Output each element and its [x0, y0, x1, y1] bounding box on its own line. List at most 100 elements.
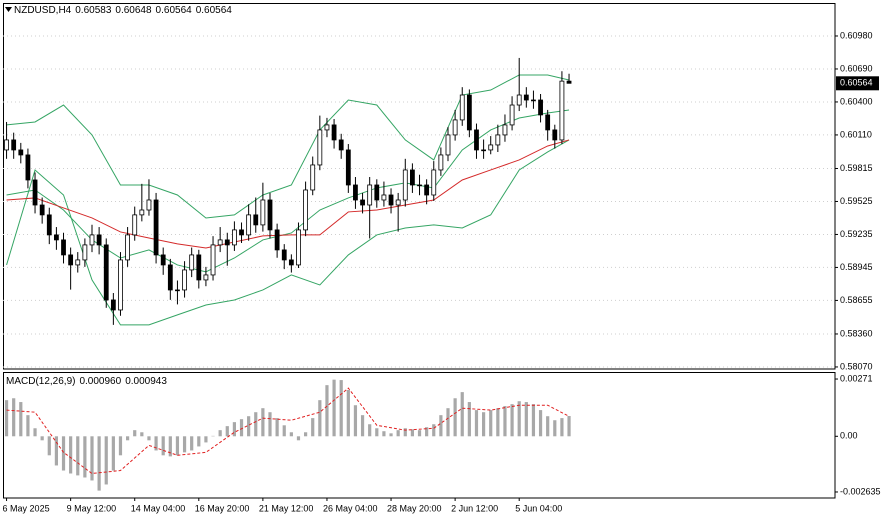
macd-panel-frame — [3, 372, 836, 499]
macd-bar — [346, 390, 350, 437]
macd-bar — [403, 428, 407, 437]
header-value: 0.60564 — [156, 5, 193, 16]
header-value: 0.60648 — [115, 5, 152, 16]
candle-body — [281, 249, 287, 261]
macd-bar — [560, 418, 564, 437]
candle-body — [531, 99, 536, 102]
candle-body — [267, 199, 273, 231]
macd-bar — [182, 436, 187, 453]
macd-bar — [396, 430, 400, 437]
candle-body — [438, 154, 444, 171]
candle-body — [246, 214, 252, 236]
header-value: 0.60583 — [75, 5, 112, 16]
candle-body — [96, 234, 102, 246]
macd-bar — [410, 429, 414, 437]
macd-bar — [339, 380, 343, 437]
macd-bar — [439, 415, 443, 437]
macd-bar — [26, 415, 30, 437]
candle-body — [388, 194, 394, 206]
candle-body — [324, 124, 330, 131]
candle-body — [466, 94, 472, 131]
candle-body — [488, 144, 494, 151]
candle-body — [310, 164, 316, 191]
candle-body — [502, 124, 508, 136]
macd-bar — [54, 436, 58, 466]
candle-body — [274, 229, 280, 251]
candle-body — [331, 124, 337, 141]
macd-bar — [239, 419, 244, 437]
x-tick-label: 21 May 12:00 — [259, 503, 314, 513]
candle-body — [474, 129, 479, 151]
candle-body — [54, 234, 59, 241]
macd-bar — [546, 416, 550, 437]
macd-bar — [353, 405, 358, 437]
y-tick-label: 0.60980 — [840, 30, 873, 40]
macd-bar — [553, 420, 557, 437]
candle-body — [4, 139, 9, 151]
macd-bar — [446, 408, 450, 437]
candle-body — [18, 149, 24, 156]
macd-bar — [332, 379, 336, 437]
candle-body — [552, 129, 558, 141]
candle-body — [338, 139, 344, 151]
macd-bar — [510, 404, 514, 437]
indicator-line — [6, 139, 570, 326]
candle-body — [303, 189, 309, 231]
macd-header-value: MACD(12,26,9) — [6, 376, 75, 387]
macd-bar — [531, 404, 536, 437]
candle-body — [402, 169, 408, 201]
macd-bar — [325, 385, 329, 437]
candle-body — [139, 209, 145, 216]
macd-bar — [147, 436, 151, 441]
macd-bar — [90, 436, 94, 481]
candle-body — [445, 134, 451, 156]
candle-body — [296, 229, 301, 266]
x-tick-label: 14 May 04:00 — [131, 503, 186, 513]
indicator-line — [6, 139, 570, 249]
macd-bar — [474, 410, 479, 437]
macd-bar — [61, 436, 66, 471]
candle-body — [288, 259, 294, 266]
candle-body — [89, 234, 95, 246]
candle-body — [68, 254, 74, 266]
candle-body — [409, 169, 415, 186]
y-tick-label: 0.60690 — [840, 63, 873, 73]
candle-body — [559, 80, 565, 141]
chart-header: NZDUSD,H4 0.60583 0.60648 0.60564 0.60564 — [14, 5, 232, 16]
macd-bar — [524, 402, 528, 437]
macd-tick-label: 0.00271 — [840, 373, 873, 383]
macd-bar — [4, 400, 9, 437]
macd-bar — [47, 436, 51, 456]
candle-body — [523, 94, 529, 101]
candle-body — [317, 129, 323, 166]
price-panel-frame — [3, 3, 836, 370]
candle-body — [395, 199, 401, 206]
candle-body — [103, 244, 109, 301]
candle-body — [516, 94, 522, 106]
y-tick-label: 0.59235 — [840, 229, 873, 239]
candle-body — [253, 214, 259, 226]
x-tick-label: 9 May 12:00 — [67, 503, 117, 513]
macd-bar — [161, 436, 165, 456]
macd-bar — [76, 436, 80, 476]
candle-body — [196, 254, 202, 281]
y-tick-label: 0.59525 — [840, 196, 873, 206]
macd-bar — [140, 432, 144, 437]
candle-body — [203, 274, 209, 281]
candle-body — [360, 199, 365, 206]
macd-bar — [389, 433, 393, 437]
candle-body — [367, 184, 373, 206]
candle-body — [538, 99, 543, 116]
candle-body — [260, 199, 266, 226]
indicator-line — [6, 109, 570, 273]
macd-bar — [261, 408, 265, 437]
macd-bar — [375, 428, 379, 437]
candle-body — [39, 204, 45, 216]
candle-body — [431, 169, 437, 196]
candle-body — [231, 229, 237, 246]
y-tick-label: 0.60400 — [840, 96, 873, 106]
x-tick-label: 16 May 20:00 — [195, 503, 250, 513]
y-tick-label: 0.58945 — [840, 262, 873, 272]
macd-bar — [318, 400, 322, 437]
